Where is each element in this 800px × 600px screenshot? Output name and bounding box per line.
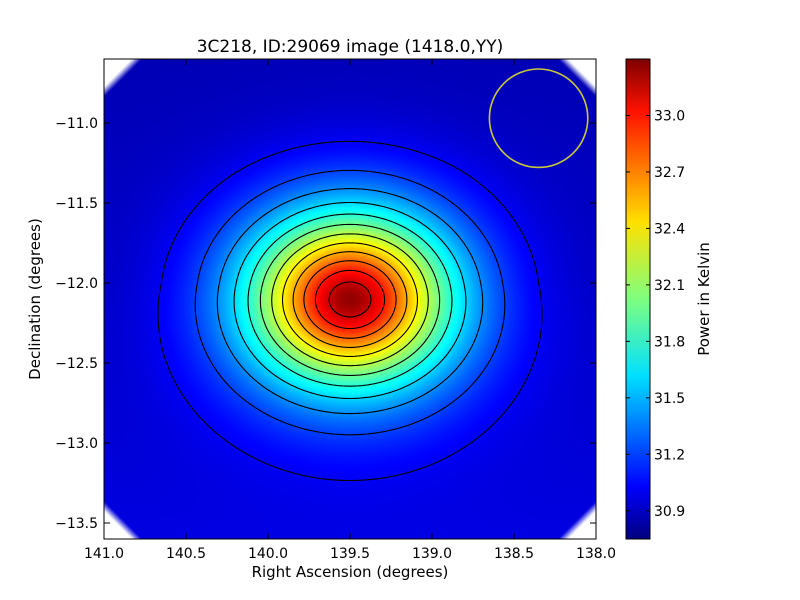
contour-line — [194, 169, 506, 436]
contour-line — [247, 213, 453, 387]
beam-circle — [488, 68, 589, 169]
contour-line — [233, 201, 467, 400]
contour-line — [281, 242, 419, 357]
colorbar: 30.9 31.2 31.5 31.8 32.1 32.4 32.7 33.0 Power i… — [625, 58, 713, 540]
x-tick-label: 138.0 — [576, 546, 616, 562]
colorbar-tick-label: 31.2 — [654, 447, 685, 463]
colorbar-tick-label: 31.8 — [654, 334, 685, 350]
y-tick-label: −12.5 — [55, 356, 98, 372]
colorbar-tick-label: 33.0 — [654, 108, 685, 124]
y-tick-label: −11.5 — [55, 196, 98, 212]
colorbar-label: Power in Kelvin — [695, 242, 713, 356]
colorbar-ticks: 30.9 31.2 31.5 31.8 32.1 32.4 32.7 33.0 — [626, 108, 685, 520]
heatmap-image — [104, 59, 596, 539]
beam-circle-layer — [488, 68, 589, 169]
contour-line — [216, 188, 484, 415]
x-axis-ticks: 141.0 140.5 140.0 139.5 139.0 138.5 138.0 — [84, 59, 616, 562]
contour-line — [314, 269, 386, 330]
contour-line — [259, 223, 441, 376]
colorbar-gradient — [625, 58, 651, 540]
x-tick-label: 140.0 — [248, 546, 288, 562]
x-tick-label: 140.5 — [166, 546, 206, 562]
y-tick-label: −13.5 — [55, 516, 98, 532]
x-tick-label: 138.5 — [494, 546, 534, 562]
y-tick-label: −12.0 — [55, 276, 98, 292]
contour-line — [271, 233, 429, 367]
contour-line — [157, 140, 543, 482]
x-axis-label: Right Ascension (degrees) — [252, 563, 449, 581]
colorbar-tick-label: 30.9 — [654, 504, 685, 520]
x-tick-label: 139.0 — [412, 546, 452, 562]
contour-line — [292, 251, 408, 348]
contour-line — [303, 260, 397, 339]
contour-lines — [157, 140, 543, 482]
y-tick-label: −13.0 — [55, 436, 98, 452]
contour-line — [328, 281, 372, 318]
colorbar-tick-label: 32.4 — [654, 221, 685, 237]
chart-title: 3C218, ID:29069 image (1418.0,YY) — [197, 37, 504, 57]
y-tick-label: −11.0 — [55, 116, 98, 132]
y-axis-label: Declination (degrees) — [26, 218, 44, 380]
colorbar-tick-label: 32.7 — [654, 165, 685, 181]
heatmap-plot-area — [103, 58, 597, 540]
colorbar-tick-label: 31.5 — [654, 391, 685, 407]
x-tick-label: 139.5 — [330, 546, 370, 562]
colorbar-tick-label: 32.1 — [654, 278, 685, 294]
x-tick-label: 141.0 — [84, 546, 124, 562]
y-axis-ticks: −11.0 −11.5 −12.0 −12.5 −13.0 −13.5 — [55, 116, 596, 532]
